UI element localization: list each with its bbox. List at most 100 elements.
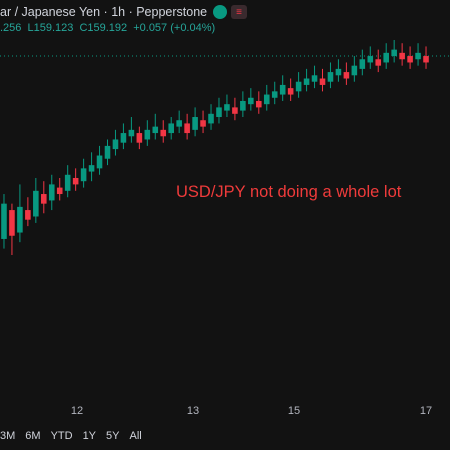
candle-body (112, 139, 119, 150)
candle (9, 203, 15, 255)
candle-body (88, 165, 95, 172)
candle (319, 68, 326, 92)
candle-body (176, 120, 182, 127)
candle (351, 56, 358, 82)
candle (287, 78, 294, 101)
candle (48, 174, 55, 211)
candle (399, 43, 405, 66)
candle-body (120, 133, 127, 143)
candle (176, 110, 182, 134)
candle-body (248, 97, 254, 105)
ohlc-high-partial: .256 (0, 22, 22, 34)
candle (367, 46, 374, 69)
candle (248, 88, 254, 111)
candle-body (1, 203, 7, 239)
candle-body (56, 187, 63, 195)
candle (88, 152, 95, 182)
candle (327, 62, 334, 89)
candle-body (144, 129, 151, 140)
candle-body (41, 194, 47, 204)
candle (41, 181, 47, 214)
candle-body (351, 65, 358, 76)
candle (128, 117, 135, 143)
range-3m[interactable]: 3M (0, 430, 16, 442)
time-tick-13: 13 (186, 405, 200, 417)
candle-body (33, 190, 39, 217)
candle-body (423, 56, 429, 63)
candle-body (303, 78, 310, 85)
range-5y[interactable]: 5Y (106, 430, 120, 442)
candle (33, 177, 39, 223)
market-status-badge (213, 5, 228, 19)
candle (423, 46, 429, 69)
flag-icon[interactable]: ≡ (231, 5, 248, 19)
candle (415, 43, 421, 66)
candle (208, 104, 214, 130)
time-tick-15: 15 (287, 405, 301, 417)
candle (96, 145, 103, 175)
candle (200, 110, 206, 134)
candlestick-chart[interactable] (0, 0, 450, 400)
candle (271, 81, 278, 105)
candle (144, 120, 151, 146)
candle (303, 68, 310, 92)
candle (25, 197, 31, 227)
symbol-legend: ar / Japanese Yen · 1h · Pepperstone ≡ (0, 4, 248, 20)
symbol-title[interactable]: ar / Japanese Yen · 1h · Pepperstone (0, 5, 208, 19)
candle (279, 75, 286, 101)
candle-body (399, 52, 405, 60)
ohlc-close: C159.192 (79, 22, 128, 34)
time-tick-12: 12 (70, 405, 84, 417)
candle-body (168, 123, 174, 134)
candle (160, 120, 167, 143)
range-selector: 3M 6M YTD 1Y 5Y All (0, 430, 152, 446)
range-ytd[interactable]: YTD (50, 430, 73, 442)
candle-body (375, 59, 382, 66)
candle-body (200, 120, 206, 127)
range-1y[interactable]: 1Y (82, 430, 97, 442)
candle (375, 49, 382, 73)
candle (240, 91, 246, 118)
candle (17, 184, 23, 243)
candle (407, 46, 413, 69)
candle (232, 97, 238, 121)
candle-body (407, 56, 413, 63)
candle-body (160, 129, 167, 137)
candle (120, 123, 127, 150)
candle (311, 65, 318, 89)
candle (216, 97, 222, 124)
candle (1, 194, 7, 249)
chart-annotation: USD/JPY not doing a whole lot (176, 183, 402, 201)
candle (152, 113, 159, 140)
candle-body (279, 84, 286, 95)
candle (359, 49, 366, 76)
candle-body (25, 210, 31, 220)
candle-body (9, 210, 15, 236)
candle (192, 107, 198, 137)
candle (343, 62, 350, 85)
candle-body (335, 68, 342, 76)
candle-body (224, 104, 230, 111)
range-6m[interactable]: 6M (25, 430, 41, 442)
candle-body (17, 206, 23, 233)
candle-body (208, 113, 214, 124)
candle-body (263, 94, 270, 105)
candle (335, 59, 342, 82)
candle (112, 129, 119, 156)
candle (168, 117, 174, 140)
candle-body (136, 133, 143, 143)
candle (391, 40, 397, 63)
candle-body (104, 145, 111, 159)
range-all[interactable]: All (129, 430, 142, 442)
candle-body (295, 81, 302, 92)
candle (80, 158, 87, 188)
candle-body (128, 129, 135, 137)
candle-body (256, 100, 262, 108)
candle (104, 139, 111, 166)
ohlc-low: L159.123 (27, 22, 74, 34)
candle (184, 113, 190, 140)
candle-body (391, 49, 397, 57)
candle-body (287, 88, 294, 95)
candle-body (232, 107, 238, 114)
candle (56, 177, 63, 201)
